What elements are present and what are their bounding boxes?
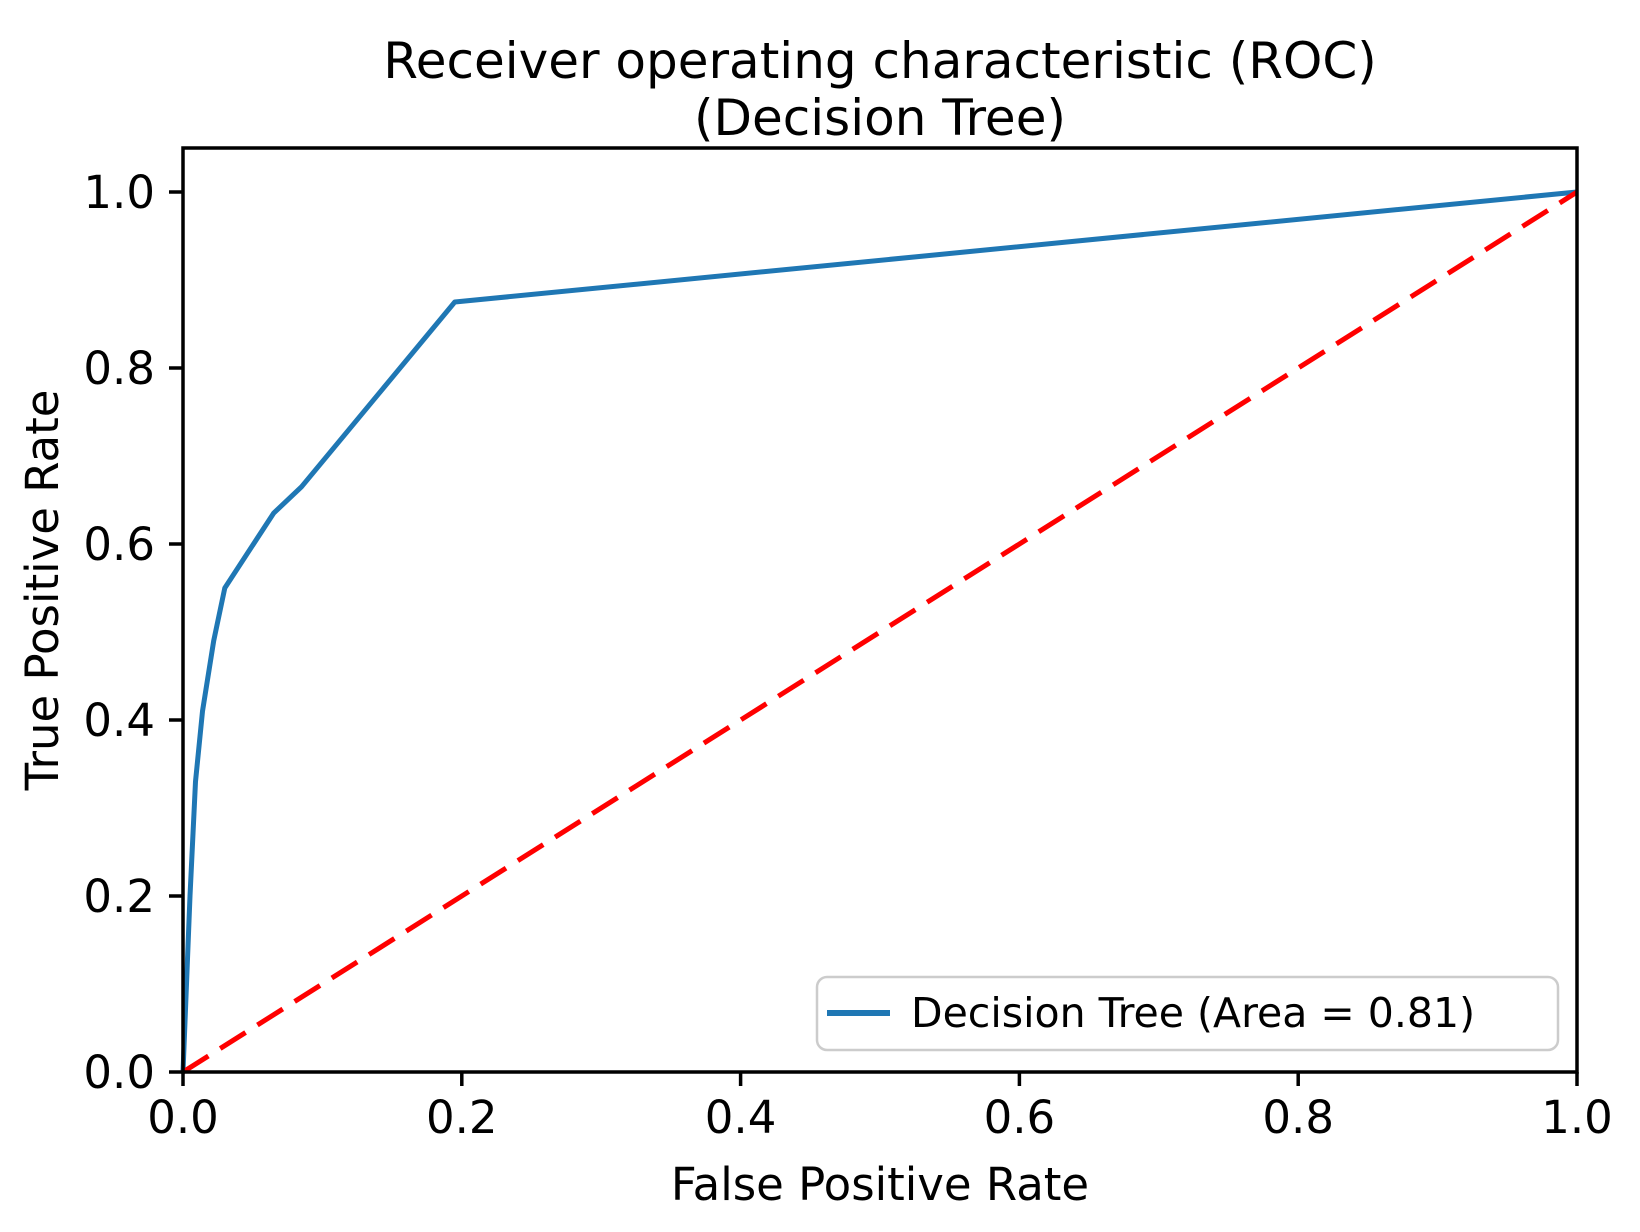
y-tick-label: 0.6 [83, 518, 155, 571]
plot-area-spines [181, 146, 1579, 1074]
y-tick-label: 0.2 [83, 870, 155, 923]
y-tick-label: 0.8 [83, 342, 155, 395]
x-tick-label: 0.4 [705, 1091, 777, 1144]
y-tick-label: 1.0 [83, 166, 155, 219]
x-tick-label: 0.8 [1262, 1091, 1334, 1144]
chart-title-line1: Receiver operating characteristic (ROC) [383, 32, 1377, 90]
chart-title-line2: (Decision Tree) [694, 89, 1066, 147]
y-tick-label: 0.0 [83, 1046, 155, 1099]
x-tick-label: 1.0 [1541, 1091, 1613, 1144]
legend-entry-label: Decision Tree (Area = 0.81) [911, 989, 1475, 1037]
legend-frame [815, 975, 1560, 1052]
y-axis-ticks: 0.0 0.2 0.4 0.6 0.8 1.0 [83, 166, 183, 1099]
x-tick-label: 0.6 [984, 1091, 1056, 1144]
x-tick-label: 0.0 [147, 1091, 219, 1144]
legend: Decision Tree (Area = 0.81) [815, 975, 1560, 1052]
x-axis-ticks: 0.0 0.2 0.4 0.6 0.8 1.0 [147, 1072, 1613, 1144]
x-axis-label: False Positive Rate [671, 1158, 1089, 1211]
plot-series [180, 189, 1579, 1075]
y-tick-label: 0.4 [83, 694, 155, 747]
y-axis-label: True Positive Rate [16, 390, 69, 792]
roc-curve-line [180, 189, 1578, 1073]
chance-diagonal-line [181, 189, 1579, 1075]
x-tick-label: 0.2 [426, 1091, 498, 1144]
